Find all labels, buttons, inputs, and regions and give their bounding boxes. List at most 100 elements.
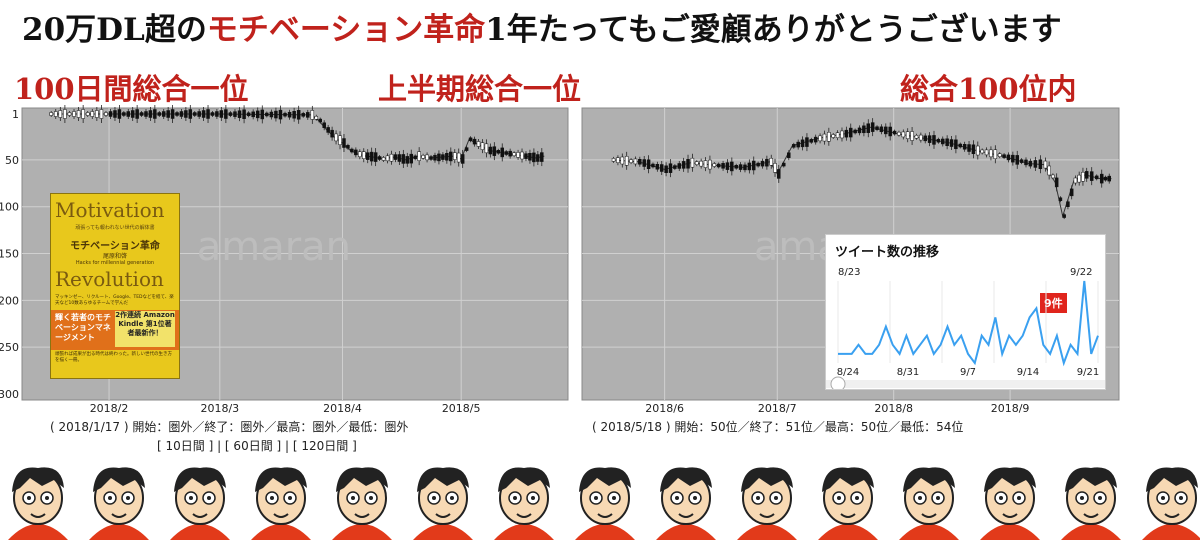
chart2-candle (1077, 174, 1081, 183)
mascot-pupil (288, 496, 292, 500)
chart2-candle (787, 152, 791, 158)
chart2-candle (1066, 201, 1070, 207)
chart1-y-tick-label: 250 (0, 341, 19, 354)
mascot-cape (1142, 524, 1200, 540)
mascot-pupil (27, 496, 31, 500)
mascot-mouth (192, 513, 208, 518)
chart1-candle (393, 154, 398, 160)
chart1-watermark: amaran (197, 224, 351, 270)
chart2-candle (835, 132, 840, 138)
rank-100days: 100日間総合一位 (14, 72, 249, 106)
chart1-candle (532, 152, 536, 163)
mascot-pupil (675, 496, 679, 500)
chart2-candle (646, 159, 651, 170)
chart2-candle (633, 158, 638, 165)
mascot-pupil (108, 496, 112, 500)
mascot-cape (1061, 524, 1121, 540)
chart2-candle (668, 163, 673, 173)
chart1-candle (228, 112, 233, 116)
chart2-candle (690, 157, 695, 168)
chart2-candle (743, 164, 747, 171)
chart1-candle (148, 110, 153, 118)
chart2-x-tick-label: 2018/8 (874, 402, 913, 415)
chart1-candle (342, 138, 346, 148)
chart1-candle (401, 154, 406, 164)
mascot-pupil (369, 496, 373, 500)
chart2-candle (1069, 188, 1074, 197)
chart2-x-tick-label: 2018/9 (991, 402, 1030, 415)
chart1-candle (314, 115, 319, 120)
chart1-candle (373, 152, 378, 162)
chart1-candle (453, 152, 457, 160)
chart1-candle (346, 145, 350, 149)
chart2-candle (1028, 160, 1033, 167)
chart2-candle (967, 144, 971, 152)
mascot-face (8, 467, 68, 540)
mascot-mouth (678, 513, 694, 518)
chart2-candle (1084, 171, 1089, 179)
mascot-cape (737, 524, 797, 540)
chart1-candle (144, 111, 148, 117)
chart2-candle (827, 132, 831, 142)
chart2-candle (989, 149, 993, 158)
chart2-candle (664, 165, 668, 174)
chart1-candle (197, 111, 201, 117)
chart1-x-tick-label: 2018/4 (323, 402, 362, 415)
chart2-candle (1058, 197, 1063, 201)
chart2-candle (923, 135, 927, 142)
chart2-candle (888, 126, 892, 137)
chart2-candle (629, 159, 633, 163)
chart1-candle (500, 147, 504, 158)
chart2-candle (822, 133, 827, 142)
chart2-candle (760, 160, 765, 167)
mascot-cape (980, 524, 1040, 540)
chart2-candle (901, 131, 906, 138)
chart1-candle (237, 110, 242, 118)
chart2-candle (1107, 175, 1111, 182)
chart1-candle (460, 154, 465, 164)
chart1-candle (409, 153, 413, 164)
chart2-candle (919, 134, 923, 141)
chart1-candle (330, 129, 334, 138)
mascot-cape (575, 524, 635, 540)
chart1-candle (540, 152, 544, 162)
chart2-candle (1015, 155, 1019, 165)
chart1-candle (405, 156, 410, 164)
mascot-pupil (1017, 496, 1021, 500)
mascot-pupil (693, 496, 697, 500)
chart2-candle (1047, 165, 1051, 176)
chart2-candle (1103, 176, 1108, 181)
chart1-candle (520, 151, 524, 160)
chart1-candle (251, 111, 255, 118)
book-author: 尾原和啓 (102, 253, 127, 260)
chart2-candle (730, 161, 734, 172)
chart2-candle (848, 127, 853, 138)
mascot-pupil (1098, 496, 1102, 500)
chart2-caption: ( 2018/5/18 ) 開始：50位／終了：51位／最高：50位／最低：54… (592, 420, 964, 434)
mascot-pupil (774, 496, 778, 500)
chart1-y-tick-label: 100 (0, 201, 19, 214)
chart2-candle (1011, 154, 1015, 163)
chart1-candle (201, 110, 206, 118)
chart1-candle (192, 112, 197, 116)
mascot-cape (494, 524, 554, 540)
chart1-period-links[interactable]: [ 10日間 ] | [ 60日間 ] | [ 120日間 ] (157, 439, 357, 453)
chart1-y-tick-label: 1 (12, 108, 19, 121)
chart1-candle (126, 111, 131, 117)
mascot-mouth (840, 513, 856, 518)
chart1-candle (233, 111, 237, 117)
mascot-face (413, 467, 473, 540)
chart1-candle (421, 155, 425, 159)
mascot-face (575, 467, 635, 540)
chart2-candle (773, 163, 777, 173)
mascot-mouth (1164, 513, 1180, 518)
mascot-hair (417, 467, 469, 492)
chart1-candle (326, 127, 330, 133)
chart1-candle (310, 110, 315, 120)
chart1-y-tick-label: 200 (0, 294, 19, 307)
chart2-candle (695, 161, 699, 165)
chart2-candle (1019, 159, 1024, 163)
chart2-candle (659, 164, 664, 172)
book-fine-print: 頑張れば成果が出る時代は終わった。新しい世代の生き方を描く一冊。 (55, 352, 172, 363)
chart2-candle (1006, 154, 1011, 161)
